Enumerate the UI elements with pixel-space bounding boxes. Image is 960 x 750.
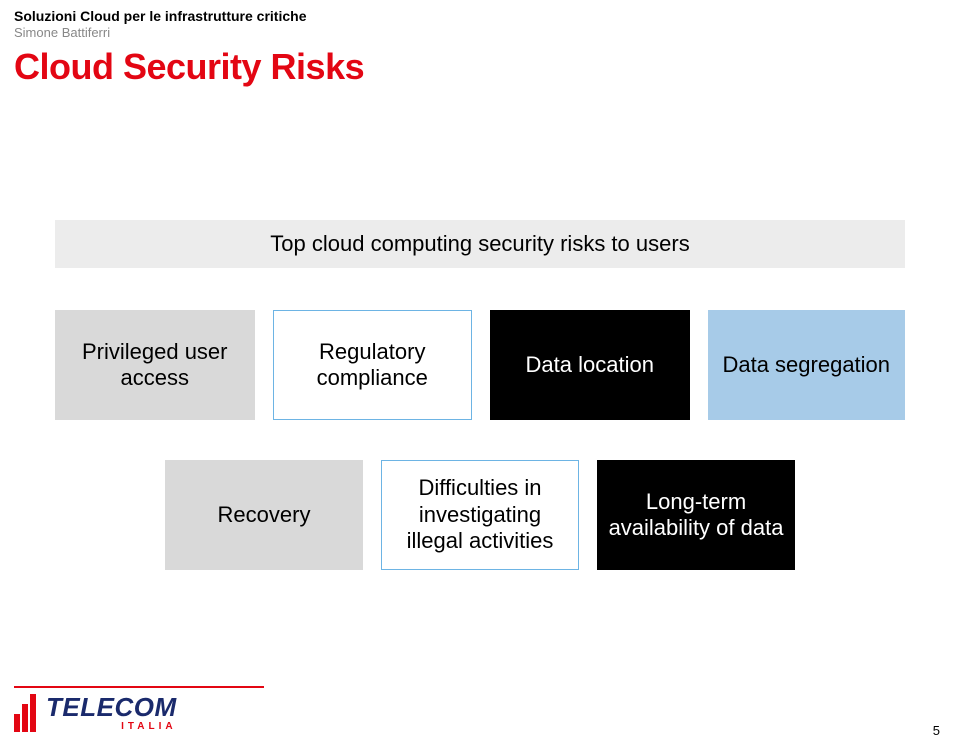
banner: Top cloud computing security risks to us…	[55, 220, 905, 268]
risk-row-1: Privileged user access Regulatory compli…	[55, 310, 905, 420]
risk-box-regulatory: Regulatory compliance	[273, 310, 473, 420]
page-title: Cloud Security Risks	[14, 46, 364, 88]
risk-row-2: Recovery Difficulties in investigating i…	[165, 460, 795, 570]
risk-box-data-location: Data location	[490, 310, 690, 420]
header-block: Soluzioni Cloud per le infrastrutture cr…	[14, 8, 364, 88]
logo-text: TELECOM ITALIA	[46, 694, 177, 732]
risk-box-recovery: Recovery	[165, 460, 363, 570]
risk-box-privileged-user: Privileged user access	[55, 310, 255, 420]
header-super: Soluzioni Cloud per le infrastrutture cr…	[14, 8, 364, 24]
slide: Soluzioni Cloud per le infrastrutture cr…	[0, 0, 960, 750]
risk-box-investigating: Difficulties in investigating illegal ac…	[381, 460, 579, 570]
logo: TELECOM ITALIA	[14, 694, 177, 732]
risk-box-longterm: Long-term availability of data	[597, 460, 795, 570]
logo-main: TELECOM	[46, 694, 177, 720]
logo-sub: ITALIA	[46, 722, 177, 732]
logo-divider	[14, 686, 264, 688]
risk-box-data-segregation: Data segregation	[708, 310, 906, 420]
header-author: Simone Battiferri	[14, 25, 364, 40]
page-number: 5	[933, 723, 940, 738]
banner-text: Top cloud computing security risks to us…	[270, 231, 689, 257]
logo-stripes-icon	[14, 694, 36, 732]
